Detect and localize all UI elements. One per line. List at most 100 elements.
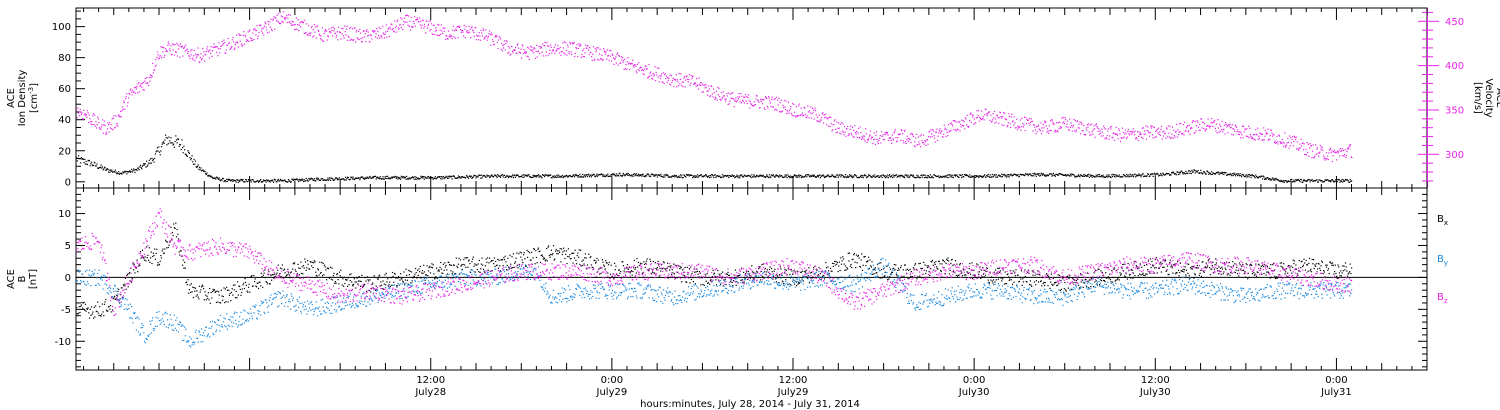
velocity-point <box>905 141 907 143</box>
velocity-point <box>822 112 824 114</box>
velocity-point <box>658 67 660 70</box>
b-point <box>310 261 312 263</box>
density-point <box>767 176 769 178</box>
density-point <box>651 173 653 175</box>
velocity-point <box>648 63 650 66</box>
velocity-point <box>131 94 133 96</box>
b-point <box>451 273 453 275</box>
velocity-point <box>1092 129 1094 131</box>
velocity-point <box>1335 152 1337 154</box>
velocity-point <box>1315 144 1317 146</box>
velocity-point <box>174 43 176 46</box>
velocity-point <box>274 17 276 19</box>
velocity-point <box>1050 130 1052 132</box>
density-point <box>294 179 296 181</box>
density-point <box>1294 180 1296 182</box>
velocity-point <box>127 102 129 104</box>
density-point <box>326 179 328 181</box>
density-point <box>1083 173 1085 175</box>
velocity-point <box>1147 126 1149 128</box>
density-point <box>768 174 771 176</box>
velocity-point <box>444 27 446 29</box>
density-point <box>1200 169 1202 171</box>
velocity-point <box>830 122 832 125</box>
density-point <box>985 176 987 178</box>
velocity-point <box>261 28 263 30</box>
velocity-point <box>408 25 410 27</box>
velocity-point <box>882 139 884 141</box>
density-point <box>273 181 275 183</box>
density-point <box>1110 176 1112 179</box>
velocity-point <box>194 60 196 62</box>
velocity-point <box>267 20 269 23</box>
density-point <box>620 175 622 177</box>
velocity-point <box>469 28 471 30</box>
velocity-point <box>457 25 459 28</box>
velocity-point <box>428 20 430 22</box>
density-point <box>804 175 807 177</box>
velocity-point <box>924 140 926 142</box>
density-point <box>652 174 654 176</box>
velocity-point <box>1330 151 1332 154</box>
density-point <box>1289 180 1291 183</box>
velocity-point <box>542 55 544 57</box>
velocity-point <box>937 139 939 141</box>
density-point <box>663 174 665 176</box>
density-point <box>848 176 850 178</box>
density-point <box>649 175 651 177</box>
velocity-point <box>80 111 82 113</box>
b-point <box>100 315 102 317</box>
density-point <box>606 175 608 177</box>
density-point <box>88 160 91 162</box>
velocity-point <box>1042 123 1044 126</box>
density-point <box>704 175 706 177</box>
b-point <box>264 269 266 271</box>
velocity-point <box>240 34 242 36</box>
velocity-point <box>1078 127 1081 129</box>
b-point <box>294 269 296 271</box>
b-point <box>298 274 300 276</box>
velocity-point <box>1240 132 1242 134</box>
density-point <box>1206 170 1208 172</box>
velocity-point <box>903 130 905 132</box>
density-point <box>1337 179 1339 181</box>
density-point <box>407 178 409 180</box>
b-point <box>507 257 509 259</box>
density-point <box>556 174 558 176</box>
velocity-point <box>162 51 164 53</box>
density-point <box>988 175 990 178</box>
density-point <box>1099 174 1101 176</box>
density-point <box>714 174 716 176</box>
velocity-point <box>883 139 886 141</box>
density-point <box>1202 171 1205 173</box>
density-point <box>213 177 215 179</box>
density-point <box>699 174 701 177</box>
b-point <box>457 263 459 265</box>
b-point <box>183 267 185 269</box>
velocity-point <box>161 57 163 59</box>
velocity-point <box>697 84 699 86</box>
density-point <box>749 175 751 177</box>
density-point <box>261 181 263 183</box>
b-point <box>554 258 556 260</box>
velocity-point <box>491 34 493 36</box>
b-point <box>221 295 223 297</box>
density-point <box>339 179 341 181</box>
density-point <box>351 178 353 180</box>
density-point <box>1016 175 1018 177</box>
velocity-point <box>557 45 559 47</box>
velocity-point <box>1153 127 1155 129</box>
density-point <box>757 175 759 177</box>
b-point <box>641 272 643 274</box>
velocity-point <box>1093 125 1095 127</box>
velocity-point <box>493 43 495 45</box>
b-point <box>153 254 155 257</box>
velocity-point <box>551 52 553 54</box>
density-point <box>1003 173 1006 176</box>
velocity-point <box>388 27 390 29</box>
density-point <box>110 170 112 172</box>
velocity-point <box>943 133 945 135</box>
density-point <box>90 161 93 163</box>
velocity-point <box>691 78 693 80</box>
b-point <box>443 269 445 271</box>
